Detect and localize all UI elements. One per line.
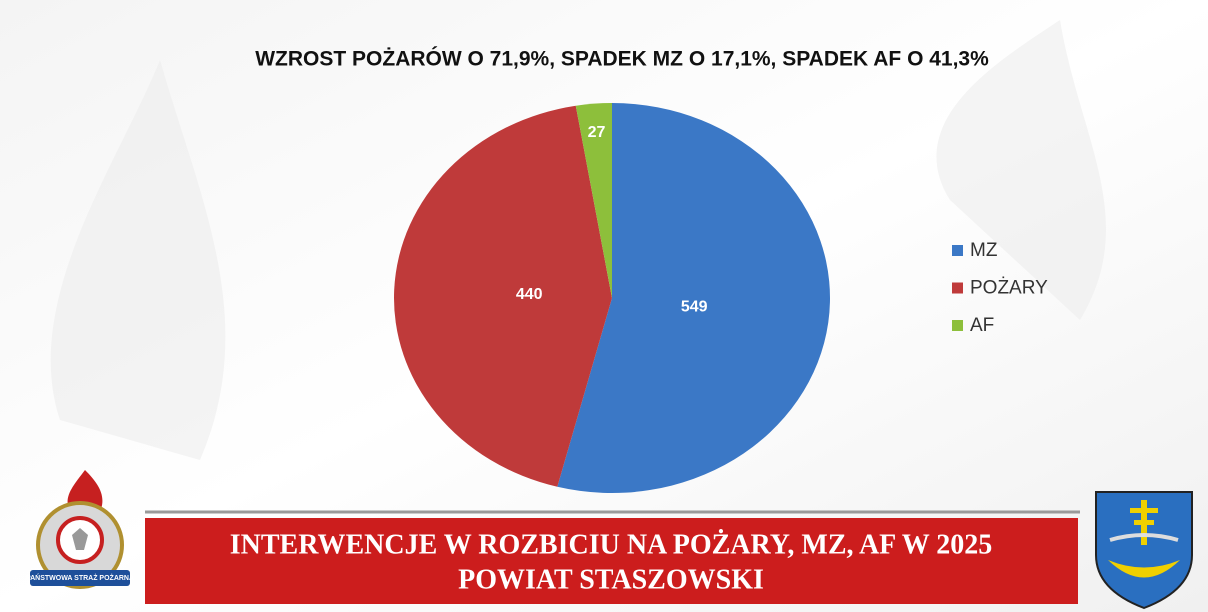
bg-shape [936,20,1106,320]
county-crest [1095,491,1193,610]
banner-line: INTERWENCJE W ROZBICIU NA POŻARY, MZ, AF… [230,529,992,560]
banner-line: POWIAT STASZOWSKI [458,564,764,595]
pie-slice [575,103,612,298]
data-label: 549 [681,299,708,316]
data-label: 27 [588,124,606,141]
legend-label: POŻARY [970,278,1048,299]
legend-label: MZ [970,240,998,261]
fire-logo: PAŃSTWOWA STRAŻ POŻARNA [26,470,134,589]
pie-slice [557,103,831,493]
chart-title: WZROST POŻARÓW O 71,9%, SPADEK MZ O 17,1… [255,47,989,71]
legend: MZ POŻARY AF [952,240,1048,336]
legend-swatch [952,245,963,256]
banner [145,518,1078,604]
legend-swatch [952,282,963,294]
logo-text: PAŃSTWOWA STRAŻ POŻARNA [26,573,134,582]
bg-shape [50,60,226,460]
data-label: 440 [516,286,543,303]
pie-slice [393,105,612,487]
pie: 549 440 27 [393,103,831,493]
legend-label: AF [970,315,994,336]
legend-swatch [952,320,963,331]
